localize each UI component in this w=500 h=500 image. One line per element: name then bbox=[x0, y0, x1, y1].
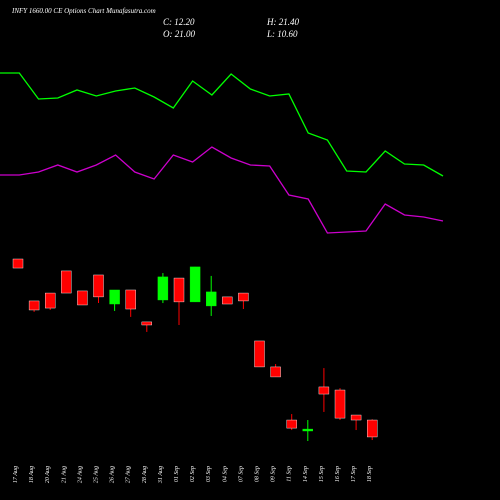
candle-body bbox=[270, 366, 281, 378]
x-tick-label: 21 Aug bbox=[61, 466, 67, 483]
close-readout: C: 12.20 bbox=[163, 17, 195, 27]
open-readout: O: 21.00 bbox=[163, 29, 195, 39]
candle-body bbox=[318, 386, 330, 395]
candle-body bbox=[28, 300, 40, 311]
x-tick-label: 03 Sep bbox=[206, 466, 212, 482]
x-tick-label: 08 Sep bbox=[255, 466, 261, 482]
indicator-line bbox=[0, 146, 444, 234]
candle-body bbox=[45, 292, 56, 309]
candle-body bbox=[238, 292, 249, 302]
x-tick-label: 07 Sep bbox=[238, 466, 244, 482]
candle-body bbox=[367, 419, 378, 438]
x-tick-label: 04 Sep bbox=[221, 466, 228, 482]
chart-title: INFY 1660.00 CE Options Chart Munafasutr… bbox=[11, 7, 156, 15]
x-tick-label: 17 Aug bbox=[13, 466, 19, 483]
candle-body bbox=[286, 419, 297, 429]
candle-body bbox=[61, 270, 72, 294]
x-tick-label: 15 Sep bbox=[319, 466, 325, 482]
candle-body bbox=[125, 289, 136, 310]
x-tick-label: 20 Aug bbox=[45, 466, 51, 483]
x-tick-label: 28 Aug bbox=[142, 466, 148, 483]
candle-body bbox=[77, 290, 88, 306]
x-tick-label: 16 Sep bbox=[335, 466, 341, 482]
high-readout: H: 21.40 bbox=[266, 17, 299, 27]
x-tick-label: 14 Sep bbox=[302, 466, 309, 482]
x-tick-label: 27 Aug bbox=[126, 466, 132, 483]
candle-body bbox=[93, 274, 104, 298]
x-tick-label: 11 Sep bbox=[287, 466, 293, 482]
x-tick-label: 18 Aug bbox=[29, 466, 35, 483]
x-tick-label: 24 Aug bbox=[76, 466, 83, 483]
candle-body bbox=[254, 340, 265, 368]
candle-body bbox=[157, 276, 169, 301]
indicator-line bbox=[0, 72, 444, 177]
x-tick-label: 26 Aug bbox=[110, 466, 116, 483]
x-tick-label: 31 Aug bbox=[158, 466, 164, 484]
candle-body bbox=[141, 321, 153, 326]
x-tick-label: 02 Sep bbox=[190, 466, 196, 482]
candle-body bbox=[350, 414, 362, 421]
low-readout: L: 10.60 bbox=[266, 29, 298, 39]
candle-body bbox=[189, 266, 201, 303]
x-tick-label: 25 Aug bbox=[94, 466, 100, 483]
candle-body bbox=[109, 289, 120, 305]
candle-body bbox=[334, 389, 346, 419]
x-tick-label: 01 Sep bbox=[174, 466, 180, 482]
candle-body bbox=[222, 296, 233, 305]
candle-body bbox=[205, 291, 217, 307]
x-tick-label: 18 Sep bbox=[367, 466, 373, 482]
candle-body bbox=[173, 277, 185, 303]
x-tick-label: 17 Sep bbox=[351, 466, 357, 482]
candle-body bbox=[302, 428, 313, 432]
candle-body bbox=[12, 258, 24, 269]
x-tick-label: 09 Sep bbox=[271, 466, 277, 482]
